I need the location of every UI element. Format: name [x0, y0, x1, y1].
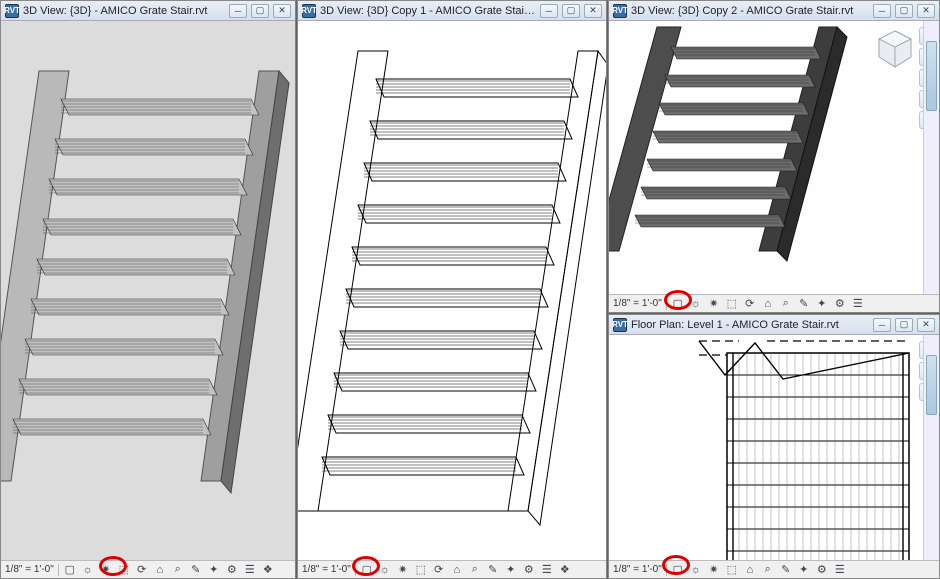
lock-icon[interactable]: ✎ [779, 563, 793, 577]
worksharing-icon[interactable]: ☰ [540, 563, 554, 577]
sun-path-icon[interactable]: ✷ [707, 563, 721, 577]
titlebar: RVT 3D View: {3D} Copy 1 - AMICO Grate S… [298, 1, 606, 21]
view-canvas[interactable] [298, 21, 606, 560]
scale-value[interactable]: 1/8" = 1'-0" [5, 564, 54, 575]
minimize-button[interactable]: ─ [229, 4, 247, 18]
restore-button[interactable]: ▢ [895, 4, 913, 18]
viewport-3d-realistic: RVT 3D View: {3D} Copy 2 - AMICO Grate S… [608, 0, 940, 313]
revit-icon: RVT [5, 4, 19, 18]
window-title: Floor Plan: Level 1 - AMICO Grate Stair.… [631, 319, 869, 331]
worksharing-icon[interactable]: ☰ [243, 563, 257, 577]
lock-icon[interactable]: ✎ [797, 297, 811, 311]
separator [666, 298, 667, 310]
minimize-button[interactable]: ─ [540, 4, 558, 18]
temp-hide-icon[interactable]: ✦ [504, 563, 518, 577]
rendering-icon[interactable]: ⟳ [135, 563, 149, 577]
view-control-bar: 1/8" = 1'-0" ▢ ☼ ✷ ⬚ ⟳ ⌂ ⌕ ✎ ✦ ⚙ ☰ ❖ [1, 560, 295, 578]
revit-icon: RVT [302, 4, 316, 18]
shadows-icon[interactable]: ⬚ [117, 563, 131, 577]
detail-level-icon[interactable]: ▢ [671, 563, 685, 577]
close-button[interactable]: ✕ [917, 4, 935, 18]
scrollbar-vertical[interactable] [923, 335, 939, 560]
visual-style-icon[interactable]: ☼ [689, 563, 703, 577]
shadows-icon[interactable]: ⬚ [414, 563, 428, 577]
restore-button[interactable]: ▢ [251, 4, 269, 18]
window-title: 3D View: {3D} - AMICO Grate Stair.rvt [23, 5, 225, 17]
titlebar: RVT 3D View: {3D} Copy 2 - AMICO Grate S… [609, 1, 939, 21]
crop-region-icon[interactable]: ⌕ [171, 563, 185, 577]
crop-icon[interactable]: ⌂ [153, 563, 167, 577]
separator [666, 564, 667, 576]
visual-style-icon[interactable]: ☼ [81, 563, 95, 577]
stair-rendering [1, 21, 295, 560]
viewport-3d-hidden-line: RVT 3D View: {3D} Copy 1 - AMICO Grate S… [297, 0, 607, 579]
window-title: 3D View: {3D} Copy 2 - AMICO Grate Stair… [631, 5, 869, 17]
temp-hide-icon[interactable]: ✦ [797, 563, 811, 577]
reveal-icon[interactable]: ⚙ [225, 563, 239, 577]
worksharing-icon[interactable]: ☰ [851, 297, 865, 311]
crop-icon[interactable]: ⌂ [761, 297, 775, 311]
separator [355, 564, 356, 576]
reveal-icon[interactable]: ⚙ [833, 297, 847, 311]
revit-icon: RVT [613, 318, 627, 332]
sun-path-icon[interactable]: ✷ [99, 563, 113, 577]
minimize-button[interactable]: ─ [873, 318, 891, 332]
view-control-bar: 1/8" = 1'-0" ▢ ☼ ✷ ⬚ ⟳ ⌂ ⌕ ✎ ✦ ⚙ ☰ [609, 294, 939, 312]
window-title: 3D View: {3D} Copy 1 - AMICO Grate Stair… [320, 5, 536, 17]
reveal-icon[interactable]: ⚙ [522, 563, 536, 577]
rendering-icon[interactable]: ⟳ [432, 563, 446, 577]
sun-path-icon[interactable]: ✷ [396, 563, 410, 577]
titlebar: RVT Floor Plan: Level 1 - AMICO Grate St… [609, 315, 939, 335]
plan-rendering [609, 335, 925, 560]
viewport-3d-shaded: RVT 3D View: {3D} - AMICO Grate Stair.rv… [0, 0, 296, 579]
view-cube[interactable] [873, 27, 917, 71]
view-canvas[interactable] [1, 21, 295, 560]
worksharing-icon[interactable]: ☰ [833, 563, 847, 577]
close-button[interactable]: ✕ [917, 318, 935, 332]
stair-rendering [298, 21, 606, 560]
scale-value[interactable]: 1/8" = 1'-0" [613, 564, 662, 575]
crop-region-icon[interactable]: ⌕ [468, 563, 482, 577]
restore-button[interactable]: ▢ [895, 318, 913, 332]
rendering-icon[interactable]: ⟳ [743, 297, 757, 311]
temp-hide-icon[interactable]: ✦ [207, 563, 221, 577]
view-control-bar: 1/8" = 1'-0" ▢ ☼ ✷ ⬚ ⟳ ⌂ ⌕ ✎ ✦ ⚙ ☰ ❖ [298, 560, 606, 578]
scale-value[interactable]: 1/8" = 1'-0" [613, 298, 662, 309]
scrollbar-vertical[interactable] [923, 21, 939, 294]
minimize-button[interactable]: ─ [873, 4, 891, 18]
visual-style-icon[interactable]: ☼ [689, 297, 703, 311]
detail-level-icon[interactable]: ▢ [360, 563, 374, 577]
scrollbar-thumb[interactable] [926, 355, 937, 415]
view-canvas[interactable]: ◎ ✥ ⌕ ⟲ ▦ [609, 21, 939, 294]
scrollbar-thumb[interactable] [926, 41, 937, 111]
shadows-icon[interactable]: ⬚ [725, 563, 739, 577]
crop-icon[interactable]: ⌂ [743, 563, 757, 577]
detail-level-icon[interactable]: ▢ [671, 297, 685, 311]
constraints-icon[interactable]: ❖ [558, 563, 572, 577]
titlebar: RVT 3D View: {3D} - AMICO Grate Stair.rv… [1, 1, 295, 21]
viewport-floor-plan: RVT Floor Plan: Level 1 - AMICO Grate St… [608, 314, 940, 579]
crop-region-icon[interactable]: ⌕ [779, 297, 793, 311]
lock-icon[interactable]: ✎ [189, 563, 203, 577]
visual-style-icon[interactable]: ☼ [378, 563, 392, 577]
view-control-bar: 1/8" = 1'-0" ▢ ☼ ✷ ⬚ ⌂ ⌕ ✎ ✦ ⚙ ☰ [609, 560, 939, 578]
revit-icon: RVT [613, 4, 627, 18]
close-button[interactable]: ✕ [273, 4, 291, 18]
temp-hide-icon[interactable]: ✦ [815, 297, 829, 311]
close-button[interactable]: ✕ [584, 4, 602, 18]
reveal-icon[interactable]: ⚙ [815, 563, 829, 577]
detail-level-icon[interactable]: ▢ [63, 563, 77, 577]
view-canvas[interactable]: ◎ ✥ ⌕ [609, 335, 939, 560]
restore-button[interactable]: ▢ [562, 4, 580, 18]
crop-icon[interactable]: ⌂ [450, 563, 464, 577]
crop-region-icon[interactable]: ⌕ [761, 563, 775, 577]
lock-icon[interactable]: ✎ [486, 563, 500, 577]
scale-value[interactable]: 1/8" = 1'-0" [302, 564, 351, 575]
sun-path-icon[interactable]: ✷ [707, 297, 721, 311]
shadows-icon[interactable]: ⬚ [725, 297, 739, 311]
constraints-icon[interactable]: ❖ [261, 563, 275, 577]
separator [58, 564, 59, 576]
